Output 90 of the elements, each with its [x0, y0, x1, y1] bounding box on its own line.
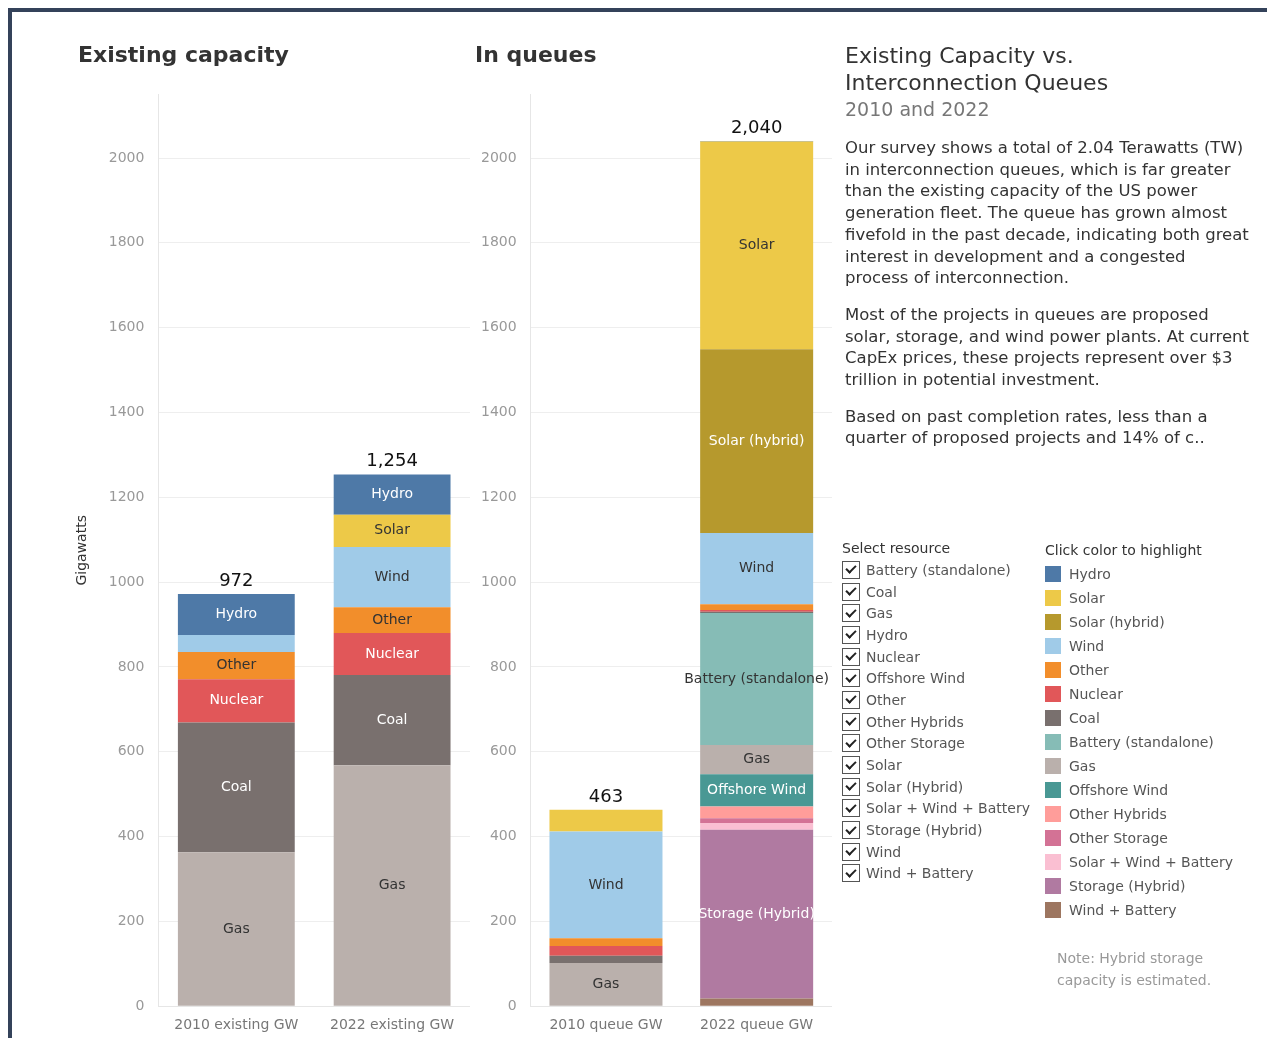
total-label: 972	[219, 568, 254, 590]
chart-title: Existing capacity	[78, 42, 289, 67]
legend-label: Battery (standalone)	[1069, 734, 1214, 750]
legend-label: Storage (Hybrid)	[1069, 878, 1186, 894]
text: Solar (hybrid)	[708, 431, 805, 448]
y-tick-label: 1600	[480, 318, 517, 335]
text: Offshore Wind	[707, 780, 807, 797]
y-tick-label: 1200	[108, 487, 145, 504]
y-tick-label: 400	[117, 827, 145, 844]
legend-label: Nuclear	[1069, 686, 1123, 702]
total-label: 1,254	[366, 449, 418, 471]
legend-label: Other Storage	[1069, 830, 1168, 846]
text: Other	[216, 656, 257, 673]
series-label: Coal	[376, 710, 408, 727]
y-tick-label: 0	[135, 996, 145, 1013]
series-label: Other	[372, 610, 413, 627]
series-label: Gas	[222, 919, 250, 936]
text: Other Hybrids	[866, 713, 964, 730]
text: Battery (standalone)	[866, 561, 1011, 578]
y-tick-label: 0	[507, 996, 517, 1013]
total-label: 463	[588, 784, 624, 806]
y-tick-label: 800	[117, 657, 145, 674]
text: Wind	[588, 875, 624, 892]
text: Gas	[592, 974, 620, 991]
y-tick-label: 1800	[480, 233, 517, 250]
legend-label: Gas	[1069, 758, 1096, 774]
legend-label: Coal	[1069, 710, 1100, 726]
legend-label: Other Hybrids	[1069, 806, 1167, 822]
total-label: 2,040	[730, 115, 783, 137]
text: Solar (Hybrid)	[866, 778, 964, 795]
legend-label: Wind + Battery	[1069, 902, 1177, 918]
text: Existing Capacity vs. Interconnection Queues	[845, 42, 1110, 96]
x-tick-label: 2022 existing GW	[330, 1016, 455, 1033]
text: Wind + Battery	[866, 865, 974, 882]
y-tick-label: 1600	[108, 318, 145, 335]
text: Hydro	[866, 626, 908, 643]
x-tick-label: 2010 existing GW	[174, 1016, 299, 1033]
text: Select resource	[842, 540, 952, 556]
text: Based on past completion rates, less than a quarter of proposed projects and 14% of c..	[845, 405, 1209, 450]
y-tick-label: 600	[117, 742, 145, 759]
legend-label: Wind	[1069, 638, 1105, 654]
legend-label: Offshore Wind	[1069, 782, 1169, 798]
text: Solar	[866, 757, 902, 774]
text: Note: Hybrid storage capacity is estimated.	[1057, 949, 1213, 990]
text: Storage (Hybrid)	[866, 822, 983, 839]
y-tick-label: 1000	[480, 572, 517, 589]
y-tick-label: 600	[489, 742, 517, 759]
y-axis-title: Gigawatts	[73, 515, 90, 586]
series-label: Wind	[374, 567, 410, 584]
legend-label: Solar	[1069, 590, 1105, 606]
text: 2010 and 2022	[845, 97, 991, 122]
text: Wind	[866, 843, 902, 860]
series-label: Solar	[374, 521, 411, 538]
legend-title: Click color to highlight	[1045, 542, 1203, 558]
text: Gas	[378, 876, 406, 893]
text: Coal	[220, 778, 252, 795]
text: Solar	[738, 236, 775, 253]
y-tick-label: 1800	[108, 233, 145, 250]
text: Gas	[743, 750, 771, 767]
x-tick-label: 2022 queue GW	[700, 1016, 814, 1033]
text: Solar + Wind + Battery	[866, 800, 1030, 817]
text: Other	[866, 691, 906, 708]
y-tick-label: 800	[489, 657, 517, 674]
text: Nuclear	[209, 691, 264, 708]
text: Our survey shows a total of 2.04 Terawatts (TW) in interconnection queues, which is far greater than the existing capacity of the US power generation fleet. The queue has grown almost fivefold in the past decade, indicating both great interest in development and a congested process of interconnection.	[845, 137, 1250, 289]
legend-label: Hydro	[1069, 566, 1111, 582]
legend-label: Solar + Wind + Battery	[1069, 854, 1233, 870]
legend-label: Solar (hybrid)	[1069, 614, 1165, 630]
text: Coal	[866, 583, 897, 600]
series-label: Hydro	[371, 485, 413, 502]
y-tick-label: 2000	[480, 148, 517, 165]
y-tick-label: 1000	[108, 572, 145, 589]
y-tick-label: 1400	[480, 403, 517, 420]
y-tick-label: 2000	[108, 148, 145, 165]
text: Other Storage	[866, 735, 965, 752]
y-tick-label: 200	[489, 912, 517, 929]
y-tick-label: 200	[117, 912, 145, 929]
text: Hydro	[215, 605, 258, 622]
text: Offshore Wind	[866, 670, 966, 687]
legend-label: Other	[1069, 662, 1109, 678]
y-tick-label: 400	[489, 827, 517, 844]
x-tick-label: 2010 queue GW	[549, 1016, 663, 1033]
text: Wind	[739, 559, 775, 576]
text: Most of the projects in queues are proposed solar, storage, and wind power plants. At current CapEx prices, these projects represent over $3 trillion in potential investment.	[845, 303, 1250, 391]
y-tick-label: 1200	[480, 487, 517, 504]
text: Gas	[866, 605, 893, 622]
series-label: Nuclear	[365, 644, 420, 661]
text: Nuclear	[866, 648, 920, 665]
chart-title: In queues	[475, 42, 597, 67]
y-tick-label: 1400	[108, 403, 145, 420]
